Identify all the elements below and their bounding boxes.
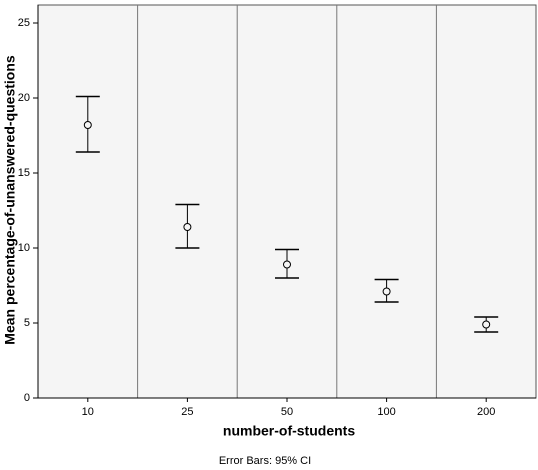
mean-marker [283, 260, 291, 269]
mean-marker [83, 121, 92, 129]
x-tick-label: 50 [281, 406, 293, 418]
y-tick-label: 25 [18, 17, 30, 29]
x-axis-title: number-of-students [223, 423, 355, 439]
y-tick-label: 10 [18, 242, 30, 254]
x-tick-label: 10 [82, 406, 94, 418]
y-tick-label: 15 [18, 167, 30, 179]
x-tick-label: 100 [377, 406, 395, 418]
y-axis-title: Mean percentage-of-unanswered-questions [2, 55, 18, 345]
x-tick-label: 25 [181, 406, 193, 418]
footnote: Error Bars: 95% CI [219, 455, 311, 467]
y-tick-label: 5 [24, 317, 30, 329]
plot-area [37, 4, 537, 399]
mean-marker [382, 287, 391, 296]
y-tick-label: 20 [18, 92, 30, 104]
y-tick-label: 0 [24, 392, 30, 404]
mean-marker [183, 223, 192, 231]
x-tick-label: 200 [477, 406, 495, 418]
mean-marker [482, 320, 491, 329]
